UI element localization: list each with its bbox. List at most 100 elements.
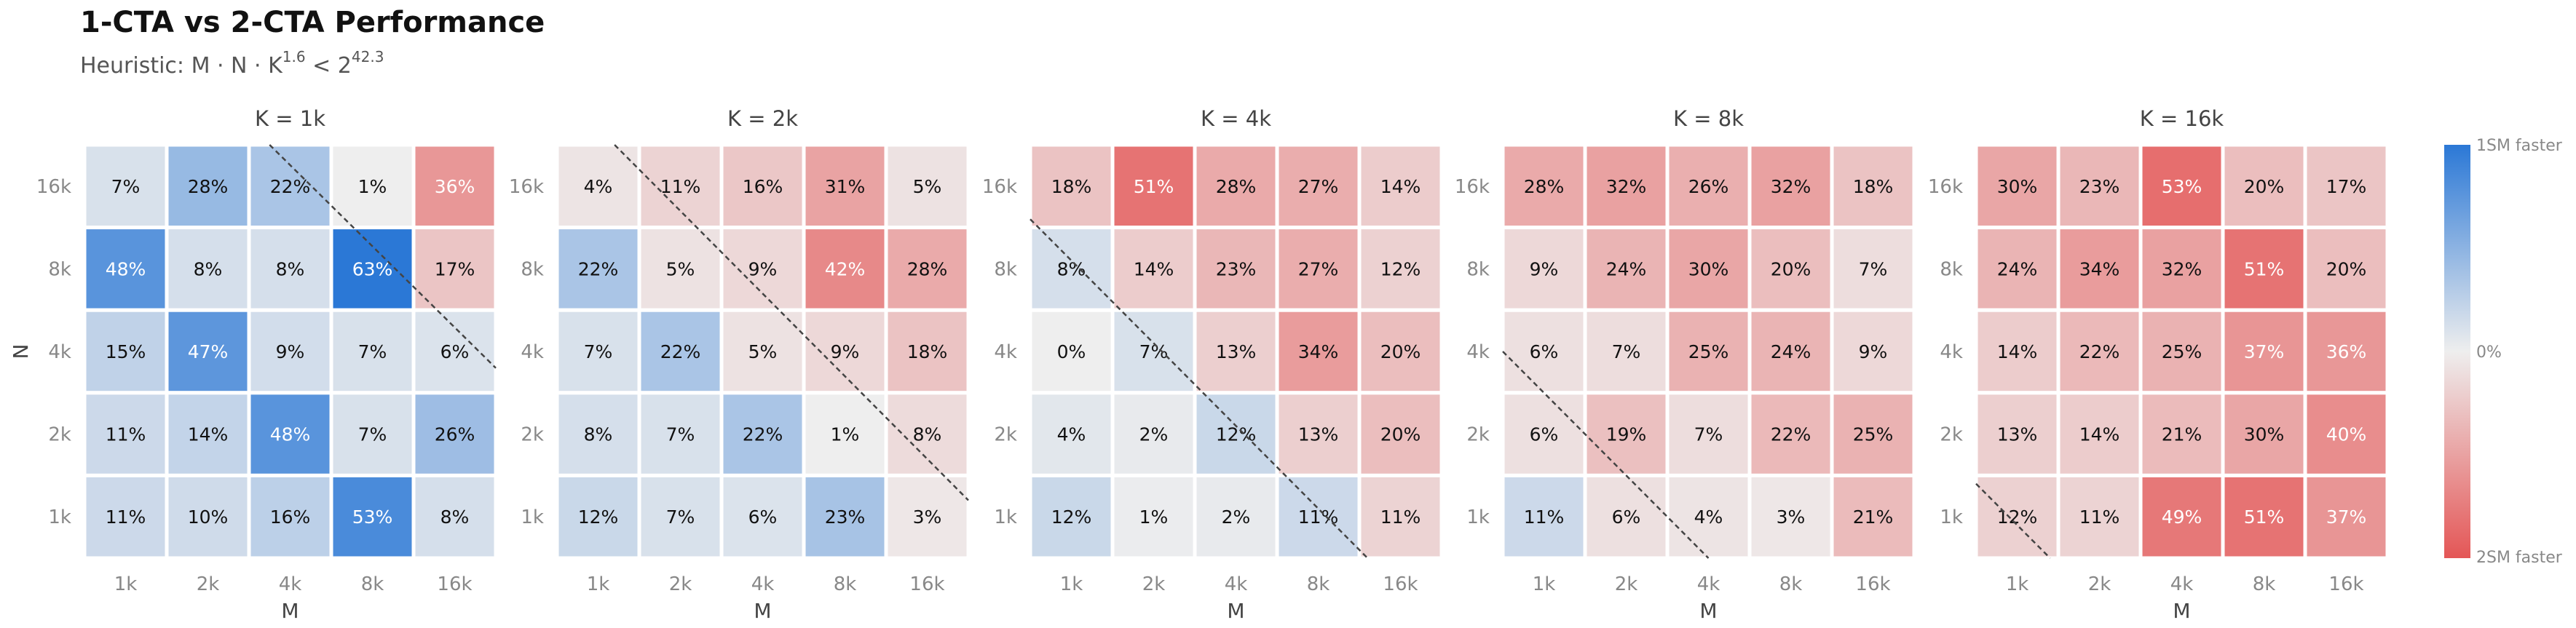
cell-label: 17% [2326,176,2367,197]
x-tick-label: 2k [1615,573,1638,595]
cell-label: 7% [1612,341,1641,362]
heatmap-cell [1665,308,1752,395]
subtitle-middle: < 2 [305,53,352,79]
cell-label: 7% [358,424,387,445]
colorbar-gradient [2444,145,2470,558]
cell-label: 4% [1694,506,1723,528]
cell-label: 13% [1298,424,1339,445]
heatmap-cell [2303,143,2390,230]
y-tick-label: 1k [1940,506,1963,528]
cell-label: 7% [1694,424,1723,445]
cell-label: 9% [1859,341,1888,362]
subtitle-prefix: Heuristic: M · N · K [80,53,283,79]
chart-subtitle: Heuristic: M · N · K1.6 < 242.3 [80,48,384,79]
colorbar: 1SM faster 0% 2SM faster [2444,137,2563,567]
heatmap-cell [1110,391,1197,477]
panel-title: K = 16k [2140,106,2224,131]
heatmap-cell [1193,308,1279,395]
heatmap-cell [2303,391,2390,477]
x-tick-label: 2k [669,573,692,595]
panel-title: K = 2k [727,106,798,131]
heatmap-cell [82,143,169,230]
cell-label: 26% [435,424,475,445]
x-tick-label: 4k [2170,573,2194,595]
y-tick-label: 8k [48,258,71,280]
cell-label: 21% [1853,506,1894,528]
x-tick-label: 4k [279,573,302,595]
cell-label: 20% [1380,341,1421,362]
heatmap-cell [1357,473,1444,560]
cell-label: 53% [2162,176,2202,197]
cell-label: 20% [1771,258,1812,279]
cell-label: 22% [270,176,311,197]
heatmap-panel: K = 16k 30% 23% 53% 20% 17% 24% 34% 32% 51% 20% 14%… [1928,106,2390,623]
heatmap-cell [1275,473,1362,560]
cell-label: 9% [748,258,778,279]
cell-label: 8% [440,506,470,528]
heatmap-cell [2056,143,2143,230]
heatmap-cell [2303,308,2390,395]
heatmap-cell [1974,473,2061,560]
cell-label: 20% [2326,258,2367,279]
y-tick-label: 2k [994,424,1017,446]
heatmap-cell [1193,226,1279,312]
cell-label: 5% [666,258,695,279]
heatmap-cell [555,308,641,395]
cell-label: 37% [2244,341,2285,362]
x-tick-label: 16k [909,573,944,595]
cell-label: 26% [1688,176,1729,197]
cell-label: 48% [270,424,311,445]
heatmap-cell [82,473,169,560]
heatmap-cell [82,308,169,395]
heatmap-cell [1275,308,1362,395]
cell-label: 27% [1298,176,1339,197]
cell-label: 40% [2326,424,2367,445]
cell-label: 14% [2079,424,2120,445]
heuristic-boundary-line [1502,351,1710,559]
y-tick-label: 2k [48,424,71,446]
heatmap-cell [1501,391,1587,477]
heatmap-cell [1357,308,1444,395]
x-tick-label: 1k [2006,573,2029,595]
cell-label: 51% [1134,176,1174,197]
heatmap-cell [1193,473,1279,560]
cell-label: 11% [1298,506,1339,528]
heatmap-cell [884,226,971,312]
y-tick-label: 4k [48,341,71,363]
y-tick-label: 2k [1466,424,1490,446]
cell-label: 11% [2079,506,2120,528]
y-tick-label: 8k [521,258,544,280]
x-tick-label: 4k [1697,573,1720,595]
heatmap-cell [329,308,416,395]
cell-label: 4% [584,176,613,197]
x-tick-label: 16k [2328,573,2363,595]
heatmap-cell [1357,226,1444,312]
cell-label: 8% [276,258,305,279]
heatmap-cell [2056,391,2143,477]
panel-title: K = 4k [1201,106,1271,131]
panel-title: K = 1k [255,106,325,131]
cell-label: 27% [1298,258,1339,279]
cell-label: 2% [1139,424,1169,445]
cell-label: 32% [1771,176,1812,197]
subtitle-exponent-2: 42.3 [351,48,384,65]
cell-label: 12% [1216,424,1257,445]
cell-label: 17% [435,258,475,279]
x-axis-label: M [1227,599,1244,623]
cell-label: 14% [1997,341,2038,362]
cell-label: 36% [2326,341,2367,362]
colorbar-bottom-label: 2SM faster [2476,549,2563,567]
heatmap-cell [1747,391,1834,477]
cell-label: 34% [1298,341,1339,362]
heatmap-cell [1028,473,1115,560]
heatmap-cell [1028,143,1115,230]
y-tick-label: 1k [994,506,1017,528]
x-tick-label: 2k [197,573,220,595]
heatmap-cell [1028,226,1115,312]
cell-label: 28% [1216,176,1257,197]
x-axis-label: M [281,599,299,623]
cell-label: 14% [1134,258,1174,279]
cell-label: 2% [1222,506,1251,528]
